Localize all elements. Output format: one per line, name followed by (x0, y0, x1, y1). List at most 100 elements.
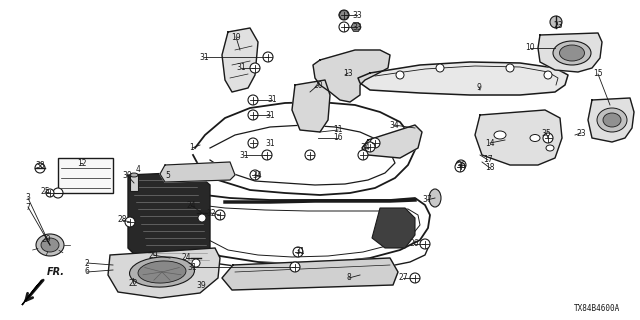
Circle shape (550, 16, 562, 28)
Text: 24: 24 (186, 201, 196, 210)
Circle shape (396, 71, 404, 79)
Text: 22: 22 (128, 278, 138, 287)
Text: 2: 2 (84, 259, 90, 268)
Polygon shape (128, 172, 210, 268)
Polygon shape (313, 50, 390, 102)
Circle shape (35, 163, 45, 173)
Circle shape (198, 214, 206, 222)
Circle shape (455, 162, 465, 172)
Text: 16: 16 (333, 133, 343, 142)
Polygon shape (339, 11, 349, 19)
Text: 26: 26 (409, 239, 419, 249)
Circle shape (339, 10, 349, 20)
Polygon shape (22, 280, 42, 305)
Text: 31: 31 (267, 95, 277, 105)
Text: 5: 5 (166, 171, 170, 180)
Text: 15: 15 (593, 69, 603, 78)
Text: 37: 37 (422, 196, 432, 204)
Text: 13: 13 (343, 68, 353, 77)
Polygon shape (372, 208, 415, 248)
Text: 35: 35 (541, 129, 551, 138)
Circle shape (46, 189, 54, 197)
Text: 24: 24 (181, 253, 191, 262)
Circle shape (290, 262, 300, 272)
Text: 23: 23 (553, 20, 563, 29)
Polygon shape (160, 162, 235, 182)
Ellipse shape (559, 45, 584, 61)
Ellipse shape (553, 41, 591, 65)
Text: 14: 14 (485, 139, 495, 148)
Circle shape (358, 150, 368, 160)
Text: 12: 12 (77, 158, 87, 167)
Circle shape (192, 259, 200, 267)
Circle shape (365, 142, 375, 152)
Text: 32: 32 (206, 209, 216, 218)
Text: 34: 34 (389, 121, 399, 130)
Text: 31: 31 (199, 52, 209, 61)
Circle shape (420, 239, 430, 249)
Circle shape (339, 22, 349, 32)
Polygon shape (358, 62, 568, 95)
Polygon shape (222, 28, 258, 92)
Text: 3: 3 (26, 194, 31, 203)
Text: 28: 28 (117, 215, 127, 225)
Text: 18: 18 (485, 164, 495, 172)
Text: 23: 23 (576, 129, 586, 138)
Text: 19: 19 (231, 33, 241, 42)
Text: 29: 29 (41, 235, 51, 244)
Circle shape (293, 247, 303, 257)
Circle shape (125, 217, 135, 227)
Text: 31: 31 (236, 63, 246, 73)
Ellipse shape (138, 261, 186, 283)
FancyBboxPatch shape (58, 158, 113, 193)
Polygon shape (351, 23, 361, 31)
Ellipse shape (130, 173, 138, 177)
Text: 33: 33 (352, 11, 362, 20)
Circle shape (248, 110, 258, 120)
Text: 9: 9 (477, 83, 481, 92)
Ellipse shape (546, 145, 554, 151)
Text: 34: 34 (360, 142, 370, 151)
Text: 34: 34 (252, 171, 262, 180)
Ellipse shape (603, 113, 621, 127)
Text: 39: 39 (196, 281, 206, 290)
Polygon shape (108, 248, 220, 298)
Polygon shape (538, 33, 602, 72)
Circle shape (506, 64, 514, 72)
Text: 31: 31 (239, 150, 249, 159)
Circle shape (410, 273, 420, 283)
Ellipse shape (530, 134, 540, 141)
Circle shape (543, 133, 553, 143)
Text: 30: 30 (122, 171, 132, 180)
Text: 10: 10 (525, 44, 535, 52)
Polygon shape (292, 80, 330, 132)
Text: 31: 31 (265, 110, 275, 119)
Text: 11: 11 (333, 125, 343, 134)
Text: 29: 29 (148, 251, 158, 260)
Text: 1: 1 (189, 143, 195, 153)
Ellipse shape (597, 108, 627, 132)
Polygon shape (588, 98, 634, 142)
Circle shape (250, 63, 260, 73)
Circle shape (370, 138, 380, 148)
Circle shape (248, 138, 258, 148)
Text: 7: 7 (26, 203, 31, 212)
Text: TX84B4600A: TX84B4600A (573, 304, 620, 313)
Circle shape (305, 150, 315, 160)
Polygon shape (475, 110, 562, 165)
Circle shape (215, 210, 225, 220)
Ellipse shape (41, 238, 59, 252)
Ellipse shape (494, 131, 506, 139)
Text: 36: 36 (456, 161, 466, 170)
Text: 38: 38 (35, 161, 45, 170)
Text: 31: 31 (295, 247, 305, 257)
Circle shape (456, 160, 466, 170)
Text: 31: 31 (265, 139, 275, 148)
Ellipse shape (129, 257, 195, 287)
Polygon shape (222, 258, 398, 290)
Text: 17: 17 (483, 156, 493, 164)
Circle shape (262, 150, 272, 160)
Text: 6: 6 (84, 268, 90, 276)
Ellipse shape (36, 234, 64, 256)
Text: 33: 33 (352, 22, 362, 31)
